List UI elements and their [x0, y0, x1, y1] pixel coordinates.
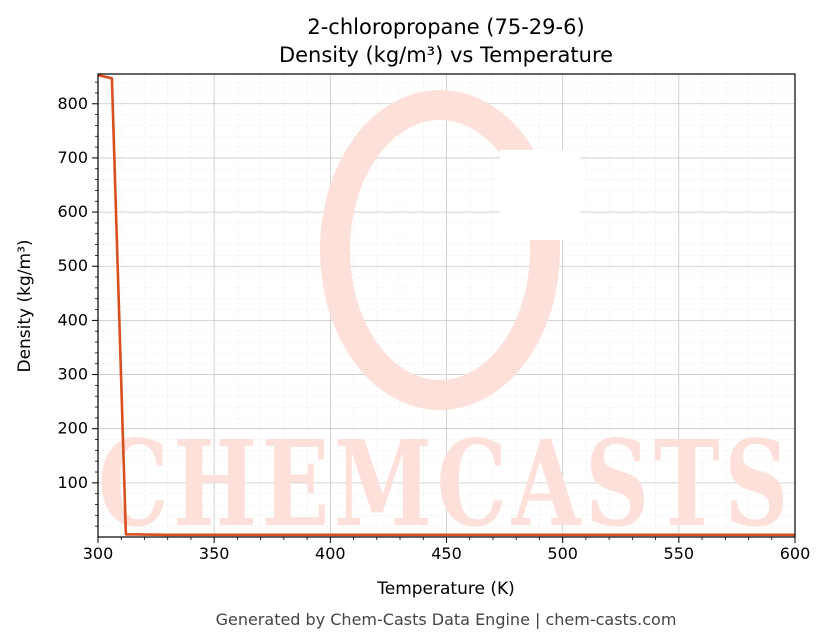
- y-tick-label: 700: [57, 148, 88, 167]
- watermark-text: CHEMCASTS: [98, 414, 793, 553]
- y-tick-label: 300: [57, 365, 88, 384]
- watermark-ring-gap: [500, 150, 580, 240]
- x-tick-label: 450: [431, 544, 462, 563]
- x-tick-label: 300: [83, 544, 114, 563]
- y-axis-ticks: 100 200 300 400 500 600 700 800: [57, 81, 98, 527]
- density-series-line: [97, 73, 795, 537]
- x-tick-label: 500: [547, 544, 578, 563]
- footer-credit: Generated by Chem-Casts Data Engine | ch…: [216, 610, 677, 629]
- chart-title-line1: 2-chloropropane (75-29-6): [307, 15, 584, 39]
- y-tick-label: 800: [57, 94, 88, 113]
- x-axis-label: Temperature (K): [376, 579, 515, 599]
- y-tick-label: 600: [57, 202, 88, 221]
- x-tick-label: 350: [199, 544, 230, 563]
- y-tick-label: 400: [57, 310, 88, 329]
- chemcasts-watermark: CHEMCASTS: [98, 90, 793, 553]
- y-tick-label: 500: [57, 256, 88, 275]
- chart-title-line2: Density (kg/m³) vs Temperature: [279, 43, 613, 67]
- x-axis-ticks: 300 350 400 450 500 550 600: [83, 537, 811, 563]
- watermark-ring: [320, 90, 560, 410]
- x-tick-label: 550: [664, 544, 695, 563]
- y-tick-label: 100: [57, 473, 88, 492]
- y-axis-label: Density (kg/m³): [15, 239, 35, 372]
- x-tick-label: 400: [315, 544, 346, 563]
- x-tick-label: 600: [780, 544, 811, 563]
- series-layer: [97, 73, 795, 537]
- y-tick-label: 200: [57, 419, 88, 438]
